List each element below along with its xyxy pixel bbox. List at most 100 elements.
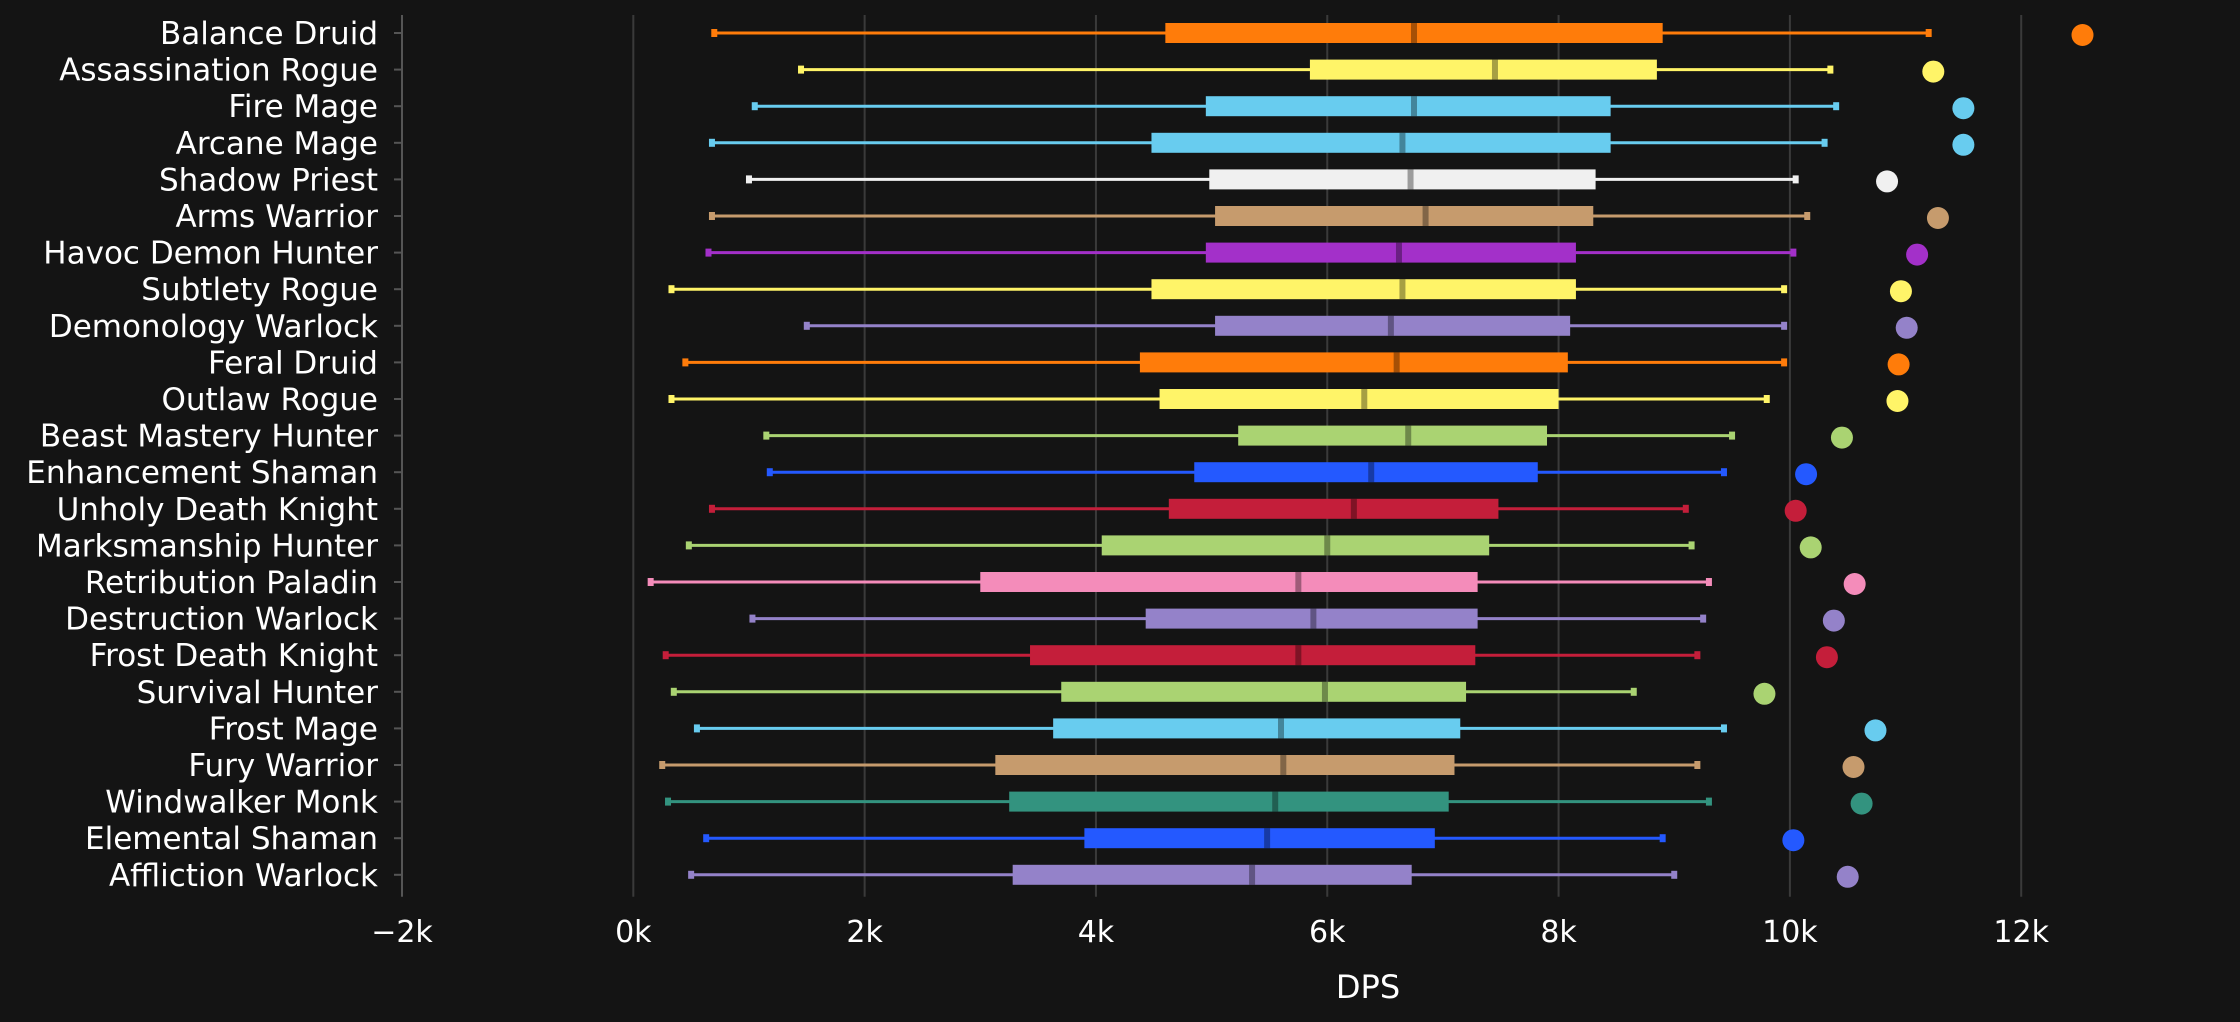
iqr-box	[1145, 608, 1478, 629]
whisker-cap-high	[1729, 431, 1736, 440]
x-axis: −2k 0k 2k 4k 6k 8k 10k 12k	[371, 915, 2049, 950]
spec-label: Balance Druid	[160, 16, 378, 52]
box-plot-shadow-priest	[745, 169, 1899, 193]
median-mark	[1280, 755, 1287, 775]
iqr-box	[1165, 23, 1663, 43]
box-plot-arcane-mage	[708, 132, 1975, 156]
spec-label: Windwalker Monk	[105, 785, 378, 821]
median-mark	[1264, 828, 1271, 849]
iqr-box	[1139, 352, 1568, 373]
x-tick-label: 4k	[1078, 915, 1115, 950]
box-plot-feral-druid	[682, 352, 1910, 376]
iqr-box	[1101, 535, 1490, 556]
max-point	[1842, 756, 1865, 778]
whisker-cap-low	[749, 614, 756, 623]
max-point	[1799, 536, 1822, 559]
iqr-box	[1205, 96, 1611, 117]
spec-label: Demonology Warlock	[49, 309, 378, 345]
spec-label: Arms Warrior	[175, 199, 378, 235]
iqr-box	[1151, 132, 1611, 153]
box-plot-fury-warrior	[659, 755, 1865, 778]
max-point	[1876, 170, 1899, 193]
whisker-cap-high	[1763, 395, 1770, 403]
iqr-box	[1205, 242, 1576, 263]
x-tick-label: 0k	[615, 915, 652, 950]
median-mark	[1295, 572, 1302, 592]
iqr-box	[1194, 462, 1538, 483]
whisker-cap-low	[798, 65, 805, 74]
x-tick-label: 6k	[1309, 915, 1346, 950]
iqr-box	[1009, 791, 1449, 812]
whisker-cap-low	[693, 724, 700, 733]
whisker-cap-high	[1688, 541, 1695, 550]
median-mark	[1310, 608, 1317, 629]
iqr-box	[1309, 59, 1657, 80]
median-mark	[1249, 864, 1256, 885]
x-tick-label: 2k	[846, 915, 883, 950]
whisker-cap-low	[647, 578, 654, 586]
whisker-cap-low	[688, 870, 695, 879]
box-plot-outlaw-rogue	[668, 389, 1909, 412]
x-tick-label: 8k	[1540, 915, 1577, 950]
box-plot-destruction-warlock	[749, 608, 1845, 632]
whisker-cap-high	[1720, 468, 1727, 477]
whisker-cap-low	[708, 212, 715, 220]
whisker-cap-low	[803, 321, 810, 330]
whisker-cap-high	[1781, 358, 1788, 367]
box-plot-windwalker-monk	[665, 791, 1873, 815]
iqr-box	[1209, 169, 1596, 190]
max-point	[1822, 609, 1845, 632]
whisker-cap-high	[1694, 761, 1701, 769]
spec-label: Unholy Death Knight	[57, 492, 378, 528]
whisker-cap-low	[685, 541, 692, 550]
whisker-cap-low	[763, 431, 770, 440]
box-plot-enhancement-shaman	[766, 462, 1818, 486]
whisker-cap-low	[668, 395, 675, 403]
median-mark	[1368, 462, 1375, 483]
whisker-cap-low	[703, 834, 710, 843]
median-mark	[1272, 791, 1279, 812]
whisker-cap-low	[665, 797, 672, 806]
whisker-cap-high	[1705, 578, 1712, 586]
spec-label: Enhancement Shaman	[26, 455, 378, 491]
box-plot-demonology-warlock	[803, 315, 1918, 339]
whisker-cap-low	[705, 248, 712, 257]
box-plot-assassination-rogue	[798, 59, 1945, 83]
spec-label: Survival Hunter	[137, 675, 379, 711]
box-plot-frost-death-knight	[662, 645, 1838, 669]
whisker-cap-high	[1833, 102, 1840, 111]
whisker-cap-high	[1781, 285, 1788, 294]
max-point	[1753, 682, 1776, 705]
max-point	[1782, 829, 1805, 852]
max-point	[1889, 280, 1912, 303]
whisker-cap-high	[1694, 651, 1701, 660]
max-point	[1952, 97, 1975, 120]
max-point	[1887, 353, 1910, 376]
spec-label: Shadow Priest	[159, 162, 378, 198]
max-point	[1830, 426, 1853, 449]
median-mark	[1387, 315, 1394, 336]
max-point	[1784, 499, 1807, 522]
max-point	[1886, 390, 1909, 412]
whisker-cap-high	[1821, 138, 1828, 147]
spec-label: Frost Mage	[209, 711, 378, 747]
whisker-cap-high	[1705, 797, 1712, 806]
box-plot-elemental-shaman	[703, 828, 1805, 852]
box-plot-havoc-demon-hunter	[705, 242, 1929, 266]
max-point	[1922, 60, 1945, 83]
whisker-cap-high	[1659, 834, 1666, 843]
median-mark	[1278, 718, 1284, 739]
max-point	[1906, 243, 1929, 266]
box-plot-balance-druid	[711, 23, 2094, 46]
x-axis-title: DPS	[1336, 968, 1400, 1006]
spec-label: Frost Death Knight	[90, 638, 378, 674]
spec-label: Affliction Warlock	[109, 858, 378, 894]
iqr-box	[980, 572, 1478, 592]
spec-label: Feral Druid	[208, 345, 378, 381]
whisker-cap-low	[708, 504, 715, 513]
max-point	[1895, 316, 1918, 339]
spec-label: Havoc Demon Hunter	[43, 236, 378, 272]
